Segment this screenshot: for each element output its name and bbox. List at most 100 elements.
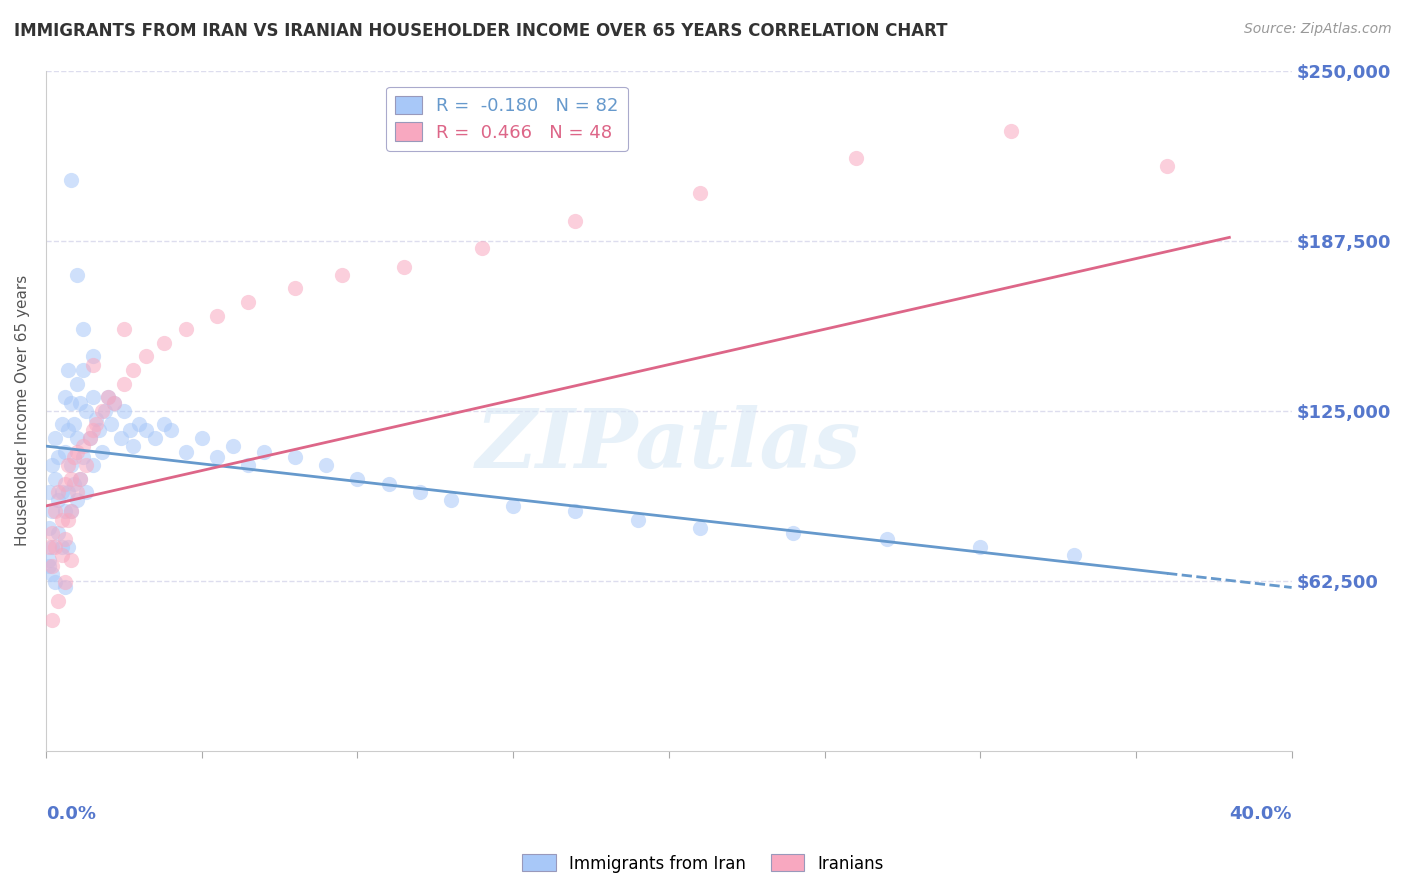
Point: [564, 504, 586, 518]
Point: [502, 499, 524, 513]
Point: [66, 485, 89, 500]
Point: [112, 322, 135, 336]
Point: [471, 241, 494, 255]
Point: [174, 322, 197, 336]
Point: [53, 504, 76, 518]
Point: [72, 450, 94, 464]
Point: [72, 322, 94, 336]
Point: [315, 458, 337, 472]
Point: [41, 558, 63, 573]
Point: [51, 512, 73, 526]
Point: [59, 553, 82, 567]
Point: [75, 458, 97, 472]
Point: [377, 477, 399, 491]
Point: [122, 439, 145, 453]
Point: [969, 540, 991, 554]
Point: [53, 574, 76, 589]
Point: [135, 350, 157, 364]
Point: [44, 504, 66, 518]
Point: [238, 458, 260, 472]
Point: [174, 444, 197, 458]
Point: [63, 477, 86, 491]
Point: [63, 450, 86, 464]
Point: [91, 444, 114, 458]
Legend: Immigrants from Iran, Iranians: Immigrants from Iran, Iranians: [516, 847, 890, 880]
Point: [97, 390, 120, 404]
Point: [330, 268, 353, 282]
Point: [845, 151, 868, 165]
Point: [143, 431, 166, 445]
Point: [53, 390, 76, 404]
Point: [44, 574, 66, 589]
Y-axis label: Householder Income Over 65 years: Householder Income Over 65 years: [15, 275, 30, 547]
Point: [38, 558, 60, 573]
Point: [56, 363, 79, 377]
Point: [876, 532, 898, 546]
Point: [82, 390, 104, 404]
Point: [41, 458, 63, 472]
Point: [689, 186, 711, 201]
Point: [782, 526, 804, 541]
Point: [59, 173, 82, 187]
Point: [238, 295, 260, 310]
Point: [69, 472, 91, 486]
Point: [51, 540, 73, 554]
Point: [66, 431, 89, 445]
Point: [41, 613, 63, 627]
Point: [41, 504, 63, 518]
Point: [190, 431, 212, 445]
Text: IMMIGRANTS FROM IRAN VS IRANIAN HOUSEHOLDER INCOME OVER 65 YEARS CORRELATION CHA: IMMIGRANTS FROM IRAN VS IRANIAN HOUSEHOL…: [14, 22, 948, 40]
Point: [103, 395, 125, 409]
Point: [79, 431, 101, 445]
Point: [392, 260, 415, 274]
Point: [112, 376, 135, 391]
Point: [75, 404, 97, 418]
Text: 0.0%: 0.0%: [46, 805, 96, 823]
Point: [135, 423, 157, 437]
Point: [91, 404, 114, 418]
Text: Source: ZipAtlas.com: Source: ZipAtlas.com: [1244, 22, 1392, 37]
Point: [1063, 548, 1085, 562]
Point: [51, 485, 73, 500]
Point: [56, 423, 79, 437]
Point: [53, 532, 76, 546]
Point: [222, 439, 245, 453]
Point: [97, 390, 120, 404]
Point: [87, 423, 110, 437]
Point: [56, 540, 79, 554]
Text: ZIPatlas: ZIPatlas: [477, 405, 862, 484]
Point: [63, 417, 86, 432]
Point: [284, 450, 307, 464]
Point: [440, 493, 463, 508]
Point: [41, 566, 63, 581]
Point: [48, 485, 70, 500]
Point: [51, 548, 73, 562]
Point: [207, 309, 229, 323]
Point: [82, 358, 104, 372]
Point: [689, 521, 711, 535]
Point: [159, 423, 181, 437]
Point: [56, 512, 79, 526]
Point: [48, 594, 70, 608]
Legend: R =  -0.180   N = 82, R =  0.466   N = 48: R = -0.180 N = 82, R = 0.466 N = 48: [385, 87, 628, 151]
Point: [53, 581, 76, 595]
Point: [72, 363, 94, 377]
Point: [112, 404, 135, 418]
Point: [69, 395, 91, 409]
Point: [59, 458, 82, 472]
Point: [153, 417, 176, 432]
Point: [38, 521, 60, 535]
Point: [253, 444, 276, 458]
Point: [79, 431, 101, 445]
Point: [118, 423, 141, 437]
Point: [38, 485, 60, 500]
Point: [69, 472, 91, 486]
Point: [41, 540, 63, 554]
Point: [564, 213, 586, 227]
Point: [82, 423, 104, 437]
Point: [75, 485, 97, 500]
Point: [82, 350, 104, 364]
Point: [84, 412, 107, 426]
Point: [51, 417, 73, 432]
Point: [66, 268, 89, 282]
